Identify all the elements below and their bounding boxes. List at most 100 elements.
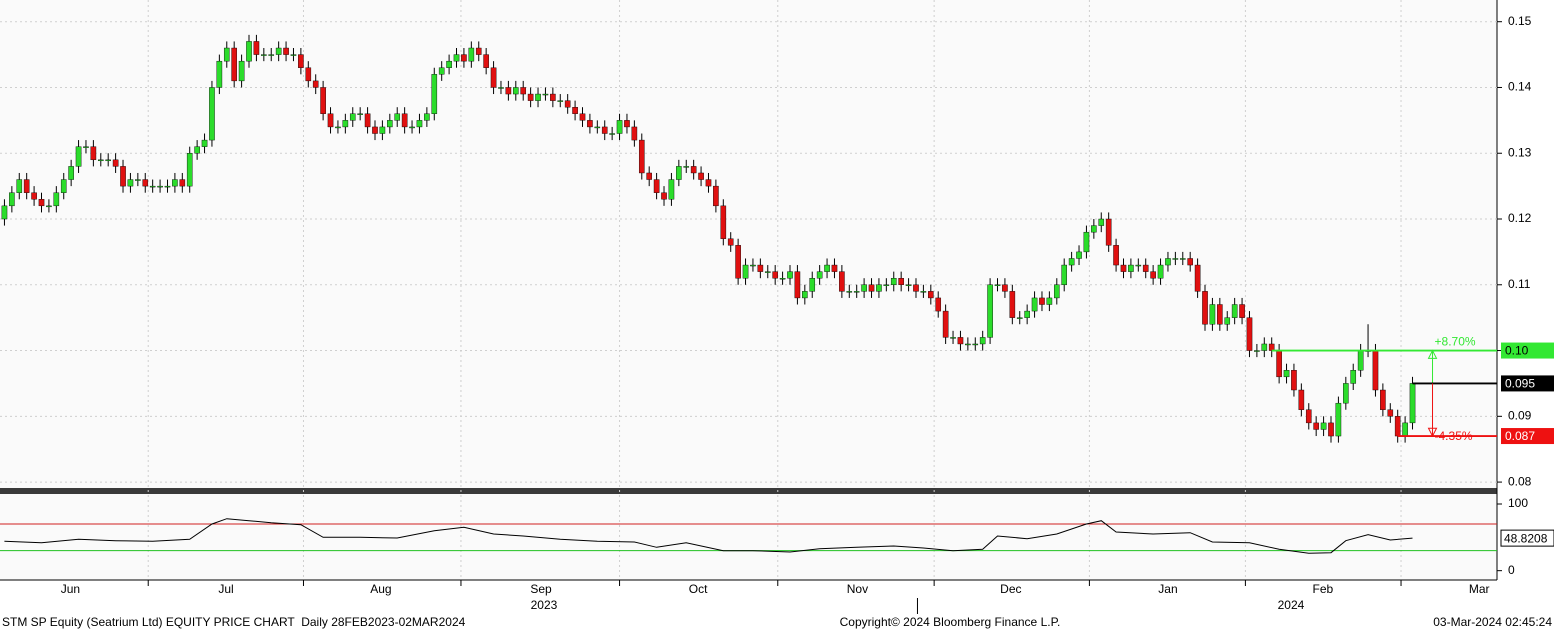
candle-body [690,166,697,174]
candle-body [1320,422,1327,430]
candle-body [268,54,275,56]
candle-body [312,80,319,88]
candle-body [364,113,371,128]
candle-body [320,87,326,114]
candle-body [876,284,882,292]
x-tick-label: Jun [61,582,80,596]
candle-body [305,67,312,82]
candle-body [483,54,489,68]
candle-body [275,47,282,55]
candle-body [438,67,445,75]
candle-body [928,291,934,299]
candle-body [1313,422,1319,430]
candle-body [38,199,45,207]
candle-body [253,41,260,55]
candle-body [1298,389,1305,410]
candle-body [564,100,571,108]
candle-body [920,291,927,293]
x-tick-label: Sep [530,582,552,596]
candle-body [890,277,897,285]
candle-body [1031,297,1038,312]
candle-body [653,179,660,193]
price-panel [0,0,1497,488]
candle-body [1394,416,1401,437]
candle-body [779,277,786,280]
year-label: 2023 [531,598,558,612]
candle-body [401,113,408,128]
candle-body [298,54,304,68]
candle-body [705,179,712,187]
candle-body [1246,317,1253,351]
price-level-label: 0.095 [1505,377,1535,391]
candle-body [601,126,608,134]
x-tick-label: Dec [1000,582,1021,596]
year-label: 2024 [1278,598,1305,612]
candle-body [135,179,141,181]
candle-body [16,179,23,193]
candle-body [357,113,363,115]
candle-body [372,126,378,134]
candle-body [1068,258,1075,266]
y-tick-label: 0 [1508,563,1515,577]
candle-body [1091,225,1097,233]
candle-body [1350,370,1357,384]
x-tick-label: Oct [689,582,708,596]
price-level-box [1501,342,1554,359]
x-tick-label: Nov [847,582,868,596]
candle-body [1128,264,1134,272]
candle-body [742,264,749,279]
candle-body [461,54,467,62]
candle-body [898,277,904,285]
x-tick-label: Jul [218,582,233,596]
candle-body [935,297,942,312]
candle-body [201,139,208,147]
candle-body [172,179,178,187]
rsi-value-box [1500,529,1554,547]
rsi-panel [0,494,1497,580]
candle-body [683,166,690,168]
candle-body [727,238,734,246]
candle-body [1343,383,1349,404]
candle-body [1254,350,1260,352]
candle-body [223,47,230,62]
change-arrow-head [1427,427,1438,438]
candle-body [216,60,223,88]
candle-body [1053,284,1060,299]
candle-body [631,126,638,141]
candle-body [83,146,89,148]
y-tick-label: 0.15 [1508,14,1532,28]
candle-body [1402,422,1408,437]
candle-body [520,87,527,95]
candle-body [594,126,601,129]
panel-separator [0,488,1497,494]
candle-body [112,159,119,167]
candle-body [261,54,267,56]
candle-body [60,179,67,193]
candle-body [713,185,719,207]
candle-body [157,185,163,188]
candle-body [342,120,349,128]
candle-body [987,284,993,338]
candle-body [979,337,986,345]
candle-body [1224,317,1231,325]
candle-body [1328,422,1334,437]
candle-body [616,120,623,134]
candle-body [194,146,200,154]
candle-body [335,126,341,129]
candle-body [965,343,971,346]
candle-body [1276,350,1282,378]
candle-body [97,159,104,162]
candle-body [1098,218,1105,226]
candle-body [387,120,393,128]
candle-body [1335,402,1342,437]
candle-body [120,166,126,187]
candle-body [1039,297,1045,305]
candle-body [498,87,504,89]
candle-body [1372,350,1379,391]
candle-body [816,271,823,279]
candle-body [1002,284,1008,292]
candle-body [787,271,793,279]
candle-body [1113,245,1119,266]
candle-body [1046,297,1053,305]
